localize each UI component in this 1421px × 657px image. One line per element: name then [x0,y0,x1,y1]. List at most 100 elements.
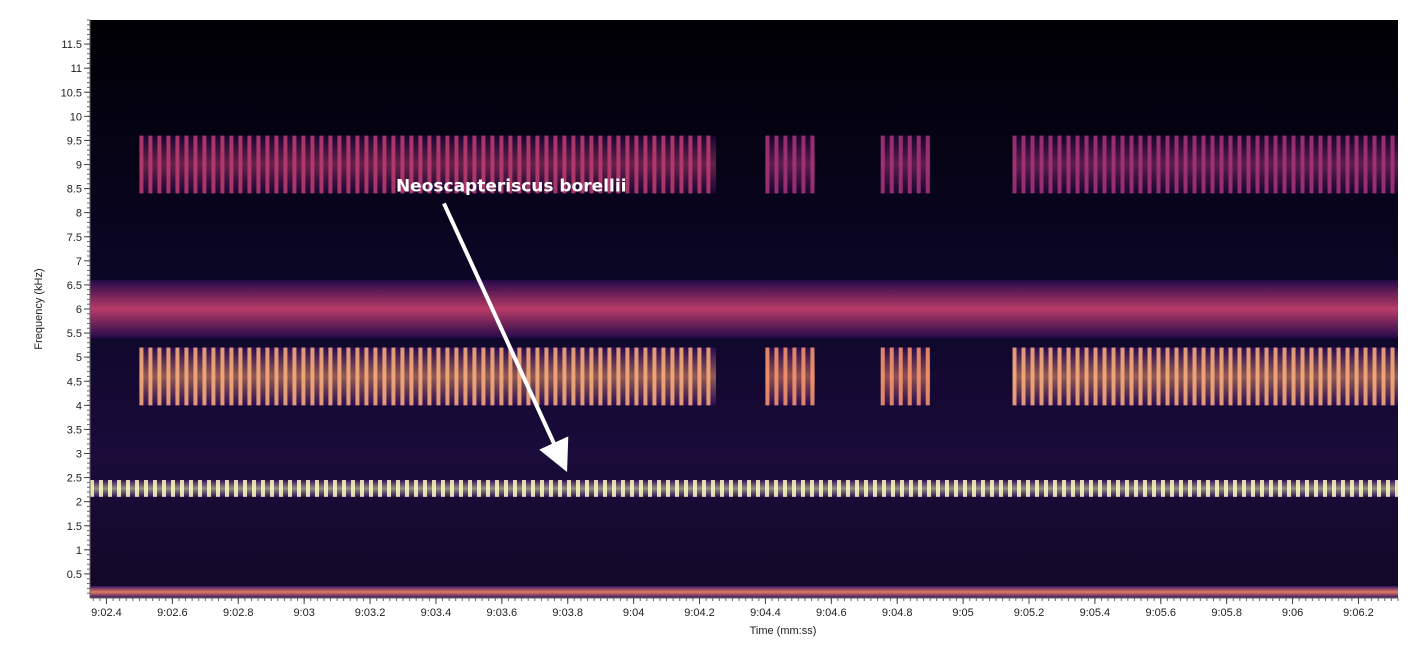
spectrogram-pulse [571,135,576,194]
x-tick-label: 9:05.6 [1145,607,1176,619]
spectrogram-pulse [274,347,279,406]
spectrogram-pulse [202,347,207,406]
spectrogram-pulse [157,135,162,194]
spectrogram-pulse [1084,347,1089,406]
spectrogram-pulse [1314,479,1318,497]
spectrogram-pulse [889,347,894,406]
spectrogram-pulse [1395,479,1398,497]
spectrogram-pulse [1075,135,1080,194]
spectrogram-pulse [1327,135,1332,194]
spectrogram-pulse [909,479,913,497]
spectrogram-pulse [1197,479,1201,497]
spectrogram-pulse [774,347,779,406]
spectrogram-pulse [1368,479,1372,497]
spectrogram-pulse [1084,135,1089,194]
spectrogram-pulse [1291,347,1296,406]
spectrogram-pulse [400,347,405,406]
spectrogram-pulse [292,347,297,406]
spectrogram-pulse [990,479,994,497]
y-tick-label: 5.5 [67,328,82,340]
spectrogram-pulse [1165,347,1170,406]
spectrogram-pulse [1282,347,1287,406]
spectrogram-pulse [153,479,157,497]
x-ticks: 9:02.4 9:02.6 9:02.8 9:03 9:03.2 9:03.4 9:03.6… [91,598,1399,619]
spectrogram-pulse [880,347,885,406]
spectrogram-pulse [810,135,815,194]
spectrogram-pulse [490,347,495,406]
y-tick-label: 10.5 [61,87,82,99]
spectrogram-pulse [369,479,373,497]
spectrogram-pulse [234,479,238,497]
spectrogram-pulse [1336,135,1341,194]
spectrogram-pulse [567,479,571,497]
spectrogram-pulse [1120,347,1125,406]
spectrogram-pulse [135,479,139,497]
spectrogram-pulse [1359,479,1363,497]
spectrogram-pulse [180,479,184,497]
spectrogram-pulse [283,135,288,194]
spectrogram-pulse [1201,347,1206,406]
spectrogram-pulse [1233,479,1237,497]
spectrogram-pulse [801,135,806,194]
spectrogram-pulse [220,135,225,194]
spectrogram-pulse [1332,479,1336,497]
spectrogram-pulse [364,135,369,194]
spectrogram-pulse [1386,479,1390,497]
spectrogram-pulse [774,479,778,497]
spectrogram-pulse [355,347,360,406]
spectrogram-pulse [783,135,788,194]
y-tick-label: 11.5 [61,39,82,51]
spectrogram-pulse [1008,479,1012,497]
spectrogram-pulse [247,135,252,194]
spectrogram-pulse [319,347,324,406]
spectrogram-pulse [477,479,481,497]
spectrogram-pulse [553,135,558,194]
spectrogram-pulse [1246,135,1251,194]
spectrogram-pulse [108,479,112,497]
spectrogram-pulse [157,347,162,406]
y-tick-label: 9.5 [67,135,82,147]
spectrogram-pulse [1129,135,1134,194]
spectrogram-pulse [270,479,274,497]
spectrogram-pulse [1039,347,1044,406]
spectrogram-pulse [202,135,207,194]
y-axis-title: Frequency (kHz) [33,268,45,349]
spectrogram-pulse [625,347,630,406]
spectrogram-pulse [702,479,706,497]
spectrogram-pulse [810,479,814,497]
spectrogram-pulse [337,347,342,406]
spectrogram-pulse [1291,135,1296,194]
y-tick-label: 0.5 [67,569,82,581]
spectrogram-pulse [175,347,180,406]
spectrogram-band [90,479,1398,497]
spectrogram-pulse [1251,479,1255,497]
x-tick-label: 9:04.6 [816,607,847,619]
spectrogram-pulse [1053,479,1057,497]
spectrogram-pulse [513,479,517,497]
spectrogram-pulse [396,479,400,497]
spectrogram-pulse [792,347,797,406]
spectrogram-pulse [652,347,657,406]
spectrogram-pulse [405,479,409,497]
spectrogram-pulse [1372,347,1377,406]
spectrogram-pulse [598,135,603,194]
spectrogram-pulse [454,135,459,194]
spectrogram-pulse [916,347,921,406]
spectrogram-pulse [1111,135,1116,194]
spectrogram-pulse [1138,347,1143,406]
y-tick-label: 6.5 [67,280,82,292]
spectrogram-pulse [643,135,648,194]
spectrogram-pulse [1350,479,1354,497]
spectrogram-pulse [382,135,387,194]
spectrogram-pulse [1210,135,1215,194]
spectrogram-pulse [1206,479,1210,497]
y-tick-label: 8.5 [67,184,82,196]
spectrogram-pulse [328,135,333,194]
x-tick-label: 9:03.4 [421,607,452,619]
spectrogram-pulse [522,479,526,497]
spectrogram-pulse [346,347,351,406]
spectrogram-pulse [1318,135,1323,194]
spectrogram-pulse [1390,347,1395,406]
spectrogram-pulse [697,135,702,194]
spectrogram-pulse [1269,479,1273,497]
